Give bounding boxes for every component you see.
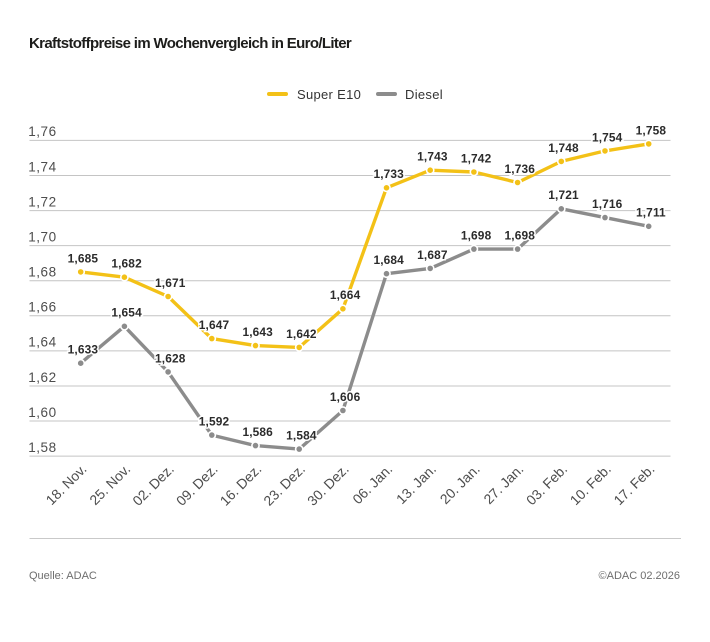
svg-text:06. Jan.: 06. Jan. (349, 461, 395, 507)
svg-text:1,736: 1,736 (505, 162, 536, 176)
svg-text:1,754: 1,754 (592, 130, 623, 144)
svg-text:1,628: 1,628 (155, 351, 186, 365)
svg-text:1,716: 1,716 (592, 197, 623, 211)
svg-text:1,68: 1,68 (28, 265, 56, 280)
svg-text:17. Feb.: 17. Feb. (610, 461, 657, 508)
svg-text:1,743: 1,743 (417, 150, 448, 164)
svg-text:1,687: 1,687 (417, 248, 448, 262)
svg-text:10. Feb.: 10. Feb. (567, 461, 614, 508)
svg-text:1,62: 1,62 (28, 370, 56, 385)
svg-text:1,698: 1,698 (505, 229, 536, 243)
svg-text:02. Dez.: 02. Dez. (129, 461, 177, 509)
svg-text:1,66: 1,66 (28, 300, 56, 315)
svg-text:1,633: 1,633 (68, 343, 99, 357)
svg-text:18. Nov.: 18. Nov. (42, 461, 89, 508)
svg-text:1,671: 1,671 (155, 276, 186, 290)
svg-text:23. Dez.: 23. Dez. (260, 461, 308, 509)
svg-text:1,592: 1,592 (199, 415, 230, 429)
svg-text:1,748: 1,748 (548, 141, 579, 155)
svg-text:1,643: 1,643 (242, 325, 273, 339)
svg-text:16. Dez.: 16. Dez. (217, 461, 265, 509)
svg-text:1,758: 1,758 (636, 123, 667, 137)
svg-text:1,64: 1,64 (28, 335, 56, 350)
svg-text:1,72: 1,72 (28, 194, 56, 209)
svg-text:1,60: 1,60 (28, 405, 56, 420)
svg-text:27. Jan.: 27. Jan. (480, 461, 526, 507)
svg-text:09. Dez.: 09. Dez. (173, 461, 221, 509)
svg-text:13. Jan.: 13. Jan. (393, 461, 439, 507)
svg-text:1,698: 1,698 (461, 229, 492, 243)
svg-text:1,682: 1,682 (111, 257, 142, 271)
svg-text:1,584: 1,584 (286, 429, 317, 443)
svg-text:03. Feb.: 03. Feb. (523, 461, 570, 508)
svg-text:1,606: 1,606 (330, 390, 361, 404)
svg-text:25. Nov.: 25. Nov. (86, 461, 133, 508)
svg-text:1,74: 1,74 (28, 159, 56, 174)
svg-text:1,711: 1,711 (636, 206, 666, 220)
svg-text:1,76: 1,76 (28, 124, 56, 139)
svg-text:1,647: 1,647 (199, 318, 230, 332)
svg-text:20. Jan.: 20. Jan. (437, 461, 483, 507)
svg-text:1,58: 1,58 (28, 440, 56, 455)
svg-text:1,721: 1,721 (548, 188, 579, 202)
svg-text:1,654: 1,654 (111, 306, 142, 320)
svg-text:1,586: 1,586 (242, 425, 273, 439)
svg-text:1,70: 1,70 (28, 229, 56, 244)
svg-text:1,664: 1,664 (330, 288, 361, 302)
svg-text:1,684: 1,684 (373, 253, 404, 267)
svg-text:1,685: 1,685 (68, 251, 99, 265)
svg-text:1,742: 1,742 (461, 151, 492, 165)
svg-text:30. Dez.: 30. Dez. (304, 461, 352, 509)
svg-text:1,642: 1,642 (286, 327, 317, 341)
svg-text:1,733: 1,733 (373, 167, 404, 181)
